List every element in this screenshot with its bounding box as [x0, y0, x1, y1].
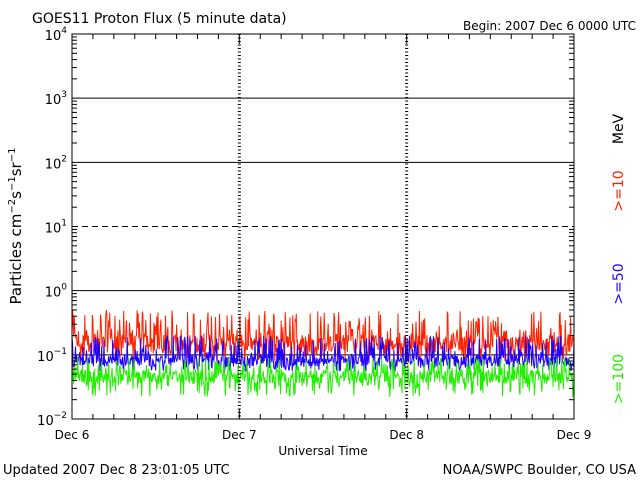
x-axis-label: Universal Time — [278, 444, 367, 458]
plot-frame — [71, 33, 575, 420]
y-axis-label: Particles cm−2s−1sr−1 — [7, 148, 25, 305]
y-tick-label: 10−1 — [37, 347, 67, 365]
y-tick-label: 103 — [45, 90, 67, 108]
grid-lines — [72, 97, 574, 356]
energy-legend: MeV >=10 >=50 >=100 — [611, 113, 627, 404]
y-tick-label: 101 — [45, 219, 67, 237]
y-tick-label: 10−2 — [37, 411, 67, 429]
y-tick-labels: 10−2 10−1 100 101 102 103 104 — [37, 26, 67, 429]
series-line-0 — [71, 310, 575, 361]
y-tick-label: 100 — [45, 283, 68, 301]
updated-timestamp: Updated 2007 Dec 8 23:01:05 UTC — [3, 463, 230, 478]
x-tick-label: Dec 8 — [389, 428, 424, 442]
legend-entry: >=10 — [611, 170, 627, 211]
y-tick-label: 102 — [45, 154, 67, 172]
begin-label: Begin: 2007 Dec 6 0000 UTC — [463, 19, 636, 33]
y-tick-label: 104 — [45, 26, 68, 44]
series-layer — [71, 310, 575, 398]
data-source: NOAA/SWPC Boulder, CO USA — [443, 463, 636, 478]
legend-entry: >=100 — [611, 354, 627, 404]
series-line-1 — [71, 335, 575, 373]
chart-title: GOES11 Proton Flux (5 minute data) — [32, 11, 287, 27]
x-tick-label: Dec 7 — [222, 428, 257, 442]
series-line-2 — [71, 357, 575, 398]
legend-unit: MeV — [611, 113, 627, 144]
x-tick-label: Dec 9 — [557, 428, 592, 442]
x-tick-labels: Dec 6 Dec 7 Dec 8 Dec 9 — [55, 428, 592, 442]
legend-entry: >=50 — [611, 263, 627, 304]
x-tick-label: Dec 6 — [55, 428, 90, 442]
